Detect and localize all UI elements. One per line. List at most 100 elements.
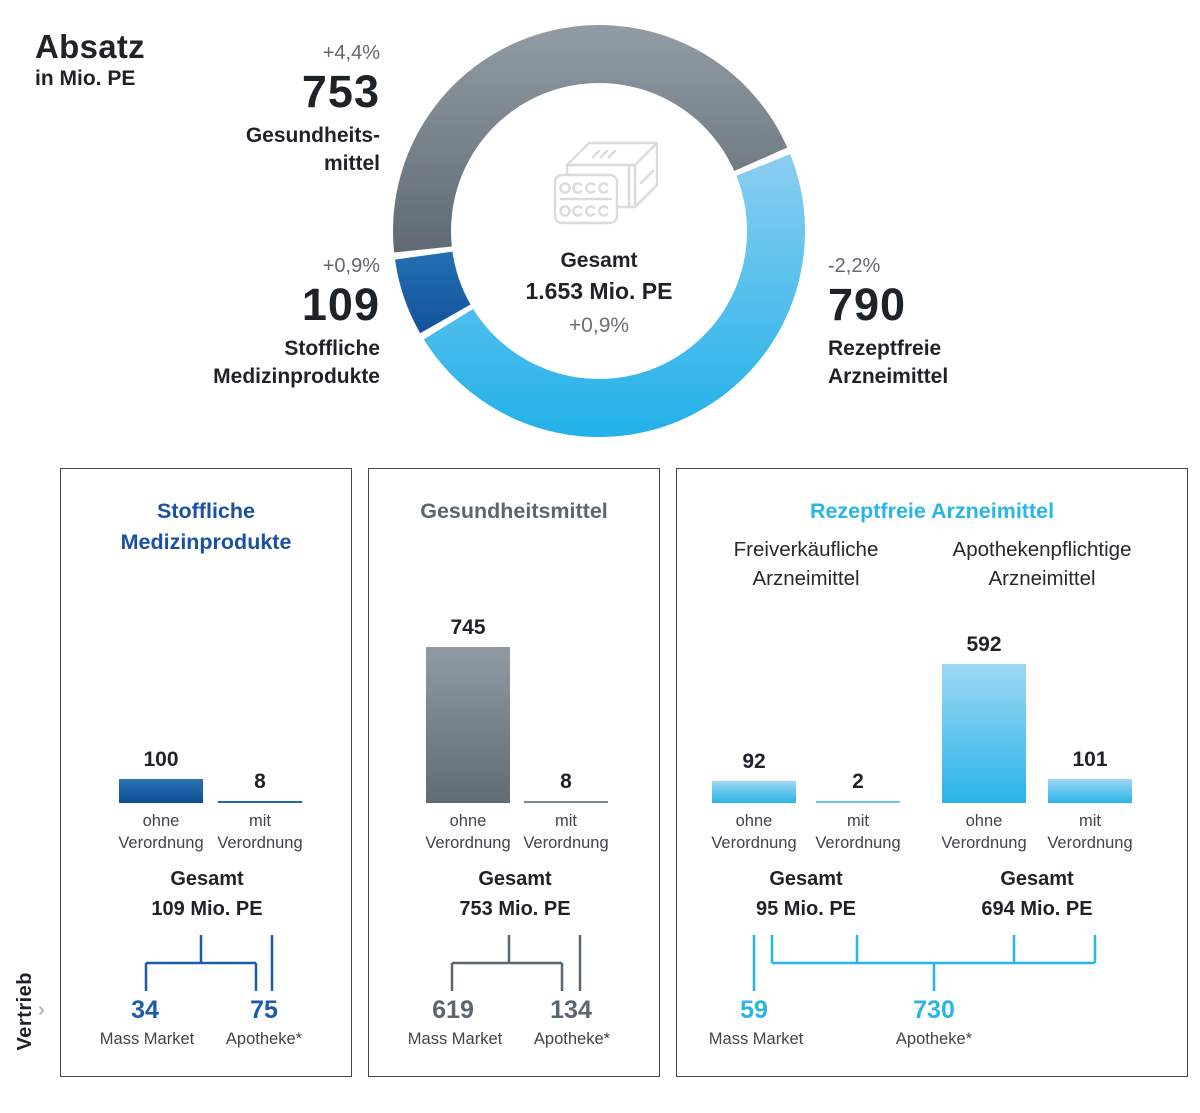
gesamt-label: Gesamt [170, 868, 244, 890]
bar-category-label: ohne Verordnung [118, 811, 203, 855]
distribution-bracket [752, 935, 1097, 991]
bar-rect [524, 800, 608, 803]
segment-value: 790 [828, 279, 907, 330]
donut-chart: Gesamt 1.653 Mio. PE +0,9% [393, 25, 805, 437]
bar-category-line: Verordnung [217, 833, 303, 852]
segment-name: Rezeptfreie Arzneimittel [828, 335, 1168, 390]
bar-category-line: Verordnung [1047, 833, 1133, 852]
gesamt-block: Gesamt 109 Mio. PE [151, 864, 262, 924]
gesamt-value: 753 Mio. PE [459, 898, 571, 920]
bar-rect [119, 779, 203, 803]
bar-rect [712, 781, 796, 803]
bar-category-label: mit Verordnung [523, 811, 608, 855]
vertrieb-axis-label: Vertrieb [14, 972, 37, 1056]
chevron-right-icon: › [38, 999, 45, 1021]
bar-ohne-verordnung: 100 [119, 469, 203, 803]
split-value-apotheke: 730 [913, 996, 955, 1024]
distribution-bracket [450, 935, 582, 991]
bar-rect [942, 663, 1026, 803]
panel-rezeptfreie-arzneimittel: Rezeptfreie Arzneimittel Freiverkäuflich… [676, 468, 1188, 1077]
bar-category-line: mit [248, 812, 271, 830]
vertrieb-text: Vertrieb [14, 972, 36, 1051]
bar-mit-verordnung: 101 [1048, 469, 1132, 803]
split-label-mass-market: Mass Market [99, 1030, 195, 1048]
bar-value: 101 [1072, 748, 1108, 772]
panel-title: Stoffliche Medizinprodukte [61, 496, 351, 557]
donut-center: Gesamt 1.653 Mio. PE +0,9% [393, 249, 805, 338]
bar-category-line: mit [846, 812, 869, 830]
bar-value: 2 [852, 770, 864, 794]
bar-rect [1048, 779, 1132, 803]
group-title-line: Apothekenpflichtige [952, 538, 1132, 561]
donut-segment-stoffliche-medizinprodukte [395, 250, 471, 334]
bar-category-line: Verordnung [523, 833, 609, 852]
segment-name: Stoffliche Medizinprodukte [50, 335, 380, 390]
bar-mit-verordnung: 8 [524, 469, 608, 803]
segment-name: Gesundheits-mittel [50, 122, 380, 177]
split-label-mass-market: Mass Market [708, 1030, 804, 1048]
bar-category-label: mit Verordnung [1047, 811, 1132, 855]
panel-title-line: Stoffliche [157, 499, 255, 523]
gesamt-label: Gesamt [1000, 868, 1074, 890]
bar-category-line: ohne [142, 812, 180, 830]
page-subtitle: in Mio. PE [35, 67, 136, 90]
bar-category-label: ohne Verordnung [711, 811, 796, 855]
panel-title: Gesundheitsmittel [420, 499, 608, 523]
bar-rect [426, 646, 510, 803]
bar-category-label: ohne Verordnung [941, 811, 1026, 855]
group-title-line: Arzneimittel [988, 567, 1096, 591]
bar-category-line: Verordnung [118, 833, 204, 852]
panel-title: Rezeptfreie Arzneimittel [809, 499, 1055, 523]
split-value-mass-market: 619 [432, 996, 474, 1024]
gesamt-block: Gesamt 753 Mio. PE [459, 864, 570, 924]
bar-ohne-verordnung: 92 [712, 469, 796, 803]
bar-category-line: ohne [965, 812, 1003, 830]
gesamt-value: 109 Mio. PE [151, 898, 263, 920]
bar-category-line: ohne [735, 812, 773, 830]
gesamt-block: Gesamt 694 Mio. PE [981, 864, 1092, 924]
bar-ohne-verordnung: 592 [942, 469, 1026, 803]
total-label: Gesamt [560, 249, 638, 272]
split-value-apotheke: 134 [550, 996, 592, 1024]
donut-rings [393, 25, 805, 437]
change-badge: +4,4% [322, 42, 380, 64]
total-value: 1.653 Mio. PE [525, 278, 673, 304]
segment-name-line: Medizinprodukte [213, 364, 380, 388]
group-title-apothekenpflichtige: Apothekenpflichtige Arzneimittel [953, 535, 1132, 593]
split-value-apotheke: 75 [250, 996, 278, 1024]
bar-mit-verordnung: 8 [218, 469, 302, 803]
medicine-pack-icon [553, 135, 683, 229]
total-change: +0,9% [568, 314, 630, 337]
bar-category-line: Verordnung [815, 833, 901, 852]
bar-rect [816, 801, 900, 803]
panel-title-line: Medizinprodukte [120, 529, 292, 554]
bar-value: 8 [254, 769, 266, 793]
group-title-freiverkaeufliche: Freiverkäufliche Arzneimittel [734, 535, 879, 593]
segment-name-line: Stoffliche [284, 337, 380, 361]
bar-value: 92 [742, 750, 766, 774]
bar-value: 745 [450, 615, 486, 639]
split-value-mass-market: 59 [740, 996, 768, 1024]
distribution-bracket [144, 935, 274, 991]
bar-category-label: mit Verordnung [815, 811, 900, 855]
split-label-mass-market: Mass Market [407, 1030, 503, 1048]
panel-gesundheitsmittel: Gesundheitsmittel 745 8 ohne Verordnung m… [368, 468, 660, 1077]
bar-category-label: ohne Verordnung [425, 811, 510, 855]
segment-value: 753 [301, 66, 380, 117]
bar-category-label: mit Verordnung [217, 811, 302, 855]
split-label-apotheke: Apotheke* [533, 1030, 611, 1048]
donut-segment-rezeptfreie-arzneimittel [423, 154, 805, 437]
bar-category-line: ohne [449, 812, 487, 830]
segment-name-line: Arzneimittel [828, 364, 949, 388]
bar-category-line: mit [554, 812, 577, 830]
segment-name-line: Rezeptfreie [828, 337, 942, 361]
split-value-mass-market: 34 [131, 996, 159, 1024]
change-badge: -2,2% [828, 255, 881, 277]
bar-value: 592 [966, 632, 1002, 656]
panel-stoffliche-medizinprodukte: Stoffliche Medizinprodukte 100 8 ohne Vero… [60, 468, 352, 1077]
gesamt-value: 694 Mio. PE [981, 898, 1093, 920]
gesamt-label: Gesamt [478, 868, 552, 890]
bar-ohne-verordnung: 745 [426, 469, 510, 803]
bar-value: 8 [560, 769, 572, 793]
